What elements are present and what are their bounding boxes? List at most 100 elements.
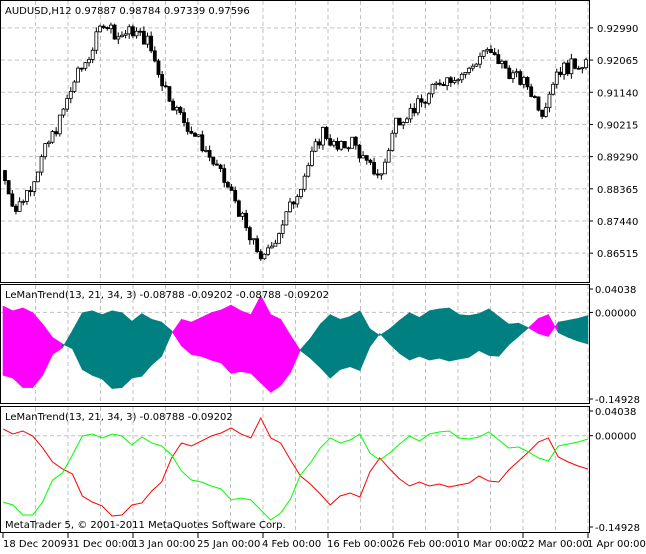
time-tick-label: 16 Feb 00:00 bbox=[327, 539, 393, 550]
candle bbox=[25, 190, 29, 205]
candle bbox=[350, 136, 355, 149]
fill-segment-bull bbox=[468, 313, 480, 358]
price-panel-frame bbox=[0, 0, 590, 283]
candle bbox=[17, 197, 22, 212]
candle bbox=[426, 92, 431, 106]
fill-segment-bear bbox=[230, 304, 242, 374]
fill-segment-bull bbox=[429, 308, 440, 361]
indicator2-title: LeManTrend(13, 21, 34, 3) -0.08788 -0.09… bbox=[5, 412, 233, 423]
candle bbox=[94, 27, 99, 54]
candle bbox=[225, 180, 230, 189]
candle bbox=[269, 242, 274, 249]
time-tick-label: 31 Dec 00:00 bbox=[67, 539, 134, 550]
fill-segment-bull bbox=[567, 318, 579, 342]
candle bbox=[478, 52, 482, 69]
price-tick-label: 0.92065 bbox=[597, 56, 638, 67]
candle bbox=[339, 140, 344, 151]
price-tick-label: 0.91140 bbox=[597, 88, 638, 99]
candle bbox=[310, 146, 314, 167]
candle bbox=[547, 91, 552, 113]
fill-segment-bull bbox=[349, 310, 361, 371]
candle bbox=[76, 66, 80, 83]
candle bbox=[61, 108, 66, 118]
indicator-tick-label: 0.04038 bbox=[595, 407, 636, 418]
candle bbox=[554, 68, 559, 89]
candle bbox=[299, 188, 303, 199]
candle bbox=[386, 147, 391, 163]
indicator-tick-label: -0.14928 bbox=[595, 395, 640, 406]
candle bbox=[511, 69, 515, 83]
fill-segment-bear bbox=[191, 316, 202, 357]
candle bbox=[233, 186, 238, 204]
candle bbox=[50, 130, 55, 144]
candle bbox=[152, 46, 157, 63]
candle bbox=[500, 59, 504, 69]
candle bbox=[375, 168, 380, 179]
candle bbox=[57, 114, 62, 137]
candle bbox=[485, 47, 490, 55]
time-tick-label: 13 Jan 00:00 bbox=[132, 539, 195, 550]
candle bbox=[470, 63, 475, 72]
candle bbox=[335, 137, 340, 152]
candle bbox=[532, 94, 537, 99]
candle bbox=[46, 140, 51, 148]
candle bbox=[558, 67, 563, 78]
candle bbox=[193, 131, 197, 137]
indicator-line-panel[interactable] bbox=[2, 416, 589, 521]
candle bbox=[419, 94, 424, 108]
candle bbox=[39, 154, 44, 176]
candle bbox=[258, 249, 263, 261]
time-tick-label: 10 Mar 00:00 bbox=[457, 539, 524, 550]
candle bbox=[383, 158, 387, 175]
candle bbox=[295, 194, 300, 208]
candle bbox=[441, 81, 446, 87]
price-panel[interactable] bbox=[3, 22, 588, 261]
candle bbox=[240, 211, 245, 220]
candle bbox=[536, 96, 541, 112]
fill-segment-bull bbox=[448, 307, 460, 362]
candle bbox=[576, 65, 581, 70]
candle bbox=[87, 56, 91, 67]
candle bbox=[521, 75, 526, 89]
fill-segment-bear bbox=[240, 310, 252, 374]
price-tick-label: 0.86515 bbox=[597, 249, 638, 260]
candle bbox=[149, 31, 154, 54]
indicator-fill-panel[interactable] bbox=[2, 295, 589, 394]
candle bbox=[215, 159, 219, 166]
candle bbox=[247, 225, 252, 245]
candle bbox=[562, 61, 566, 80]
candle bbox=[401, 121, 406, 130]
price-tick-label: 0.92990 bbox=[597, 24, 638, 35]
candle bbox=[54, 127, 59, 137]
price-tick-label: 0.89290 bbox=[597, 153, 638, 164]
candle bbox=[342, 140, 347, 149]
candle bbox=[236, 199, 241, 217]
candle bbox=[284, 211, 289, 226]
candle bbox=[580, 67, 585, 74]
fill-segment-bull bbox=[438, 307, 450, 362]
indicator-tick-label: 0.00000 bbox=[595, 308, 636, 319]
candle bbox=[518, 69, 523, 86]
candle bbox=[372, 157, 376, 176]
candle bbox=[10, 189, 15, 208]
fill-segment-bull bbox=[488, 308, 500, 357]
candle bbox=[222, 164, 227, 188]
candle bbox=[244, 209, 249, 231]
copyright-text: MetaTrader 5, © 2001-2011 MetaQuotes Sof… bbox=[5, 520, 286, 531]
candle bbox=[573, 58, 577, 70]
candle bbox=[163, 81, 168, 88]
candle bbox=[584, 57, 588, 70]
candle bbox=[79, 67, 84, 72]
indicator-tick-label: 0.00000 bbox=[595, 432, 636, 443]
candle bbox=[430, 83, 435, 98]
candle bbox=[361, 151, 366, 159]
candle bbox=[171, 98, 175, 111]
fill-segment-bull bbox=[458, 314, 470, 360]
candle bbox=[364, 155, 369, 165]
fill-segment-bull bbox=[101, 310, 113, 390]
candle bbox=[160, 71, 165, 92]
fill-segment-bull bbox=[91, 310, 103, 380]
candle bbox=[514, 68, 519, 78]
green-line-series bbox=[2, 430, 589, 521]
